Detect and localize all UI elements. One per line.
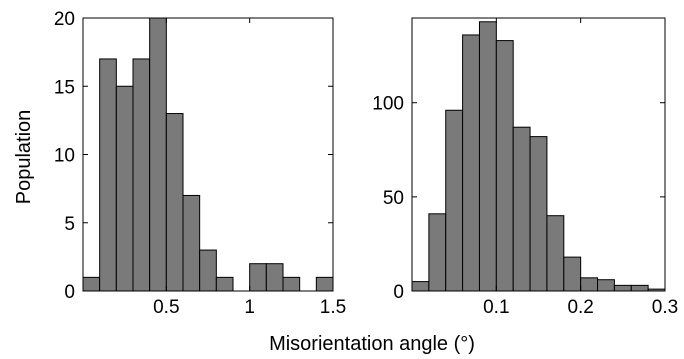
x-tick-label: 0.2 [567, 297, 593, 318]
histogram-bar-5 [478, 21, 497, 292]
histogram-bar-6 [495, 40, 514, 292]
histogram-bar-8 [199, 249, 217, 292]
x-tick-label: 1.5 [320, 297, 346, 318]
histogram-bar-9 [546, 215, 565, 292]
histogram-bar-2 [428, 213, 447, 292]
x-axis-label: Misorientation angle (°) [269, 333, 475, 355]
y-tick-label: 5 [64, 214, 75, 235]
histogram-bar-2 [99, 58, 117, 292]
y-tick-label: 0 [64, 282, 75, 303]
right-histogram: 0.1 0.2 0.3 0 50 100 [372, 17, 678, 318]
y-tick-label: 0 [393, 282, 404, 303]
histogram-bar-13 [282, 276, 301, 292]
histogram-bar-3 [445, 109, 464, 292]
x-tick-label: 1 [244, 297, 255, 318]
histogram-bar-1 [82, 276, 101, 292]
histogram-bar-9 [215, 276, 234, 292]
y-tick-label: 50 [383, 188, 404, 209]
y-tick-label: 100 [372, 94, 404, 115]
histogram-bar-6 [165, 113, 184, 292]
histogram-bar-4 [132, 58, 151, 292]
histogram-bar-15 [315, 276, 334, 292]
histogram-bar-8 [529, 136, 548, 292]
histogram-bar-7 [182, 194, 201, 292]
x-tick-label: 0.1 [483, 297, 509, 318]
histogram-bar-3 [115, 85, 134, 292]
histogram-bar-13 [613, 284, 632, 292]
histogram-bar-14 [630, 284, 649, 292]
y-tick-label: 10 [54, 146, 75, 167]
histogram-bar-11 [580, 277, 599, 292]
histogram-bar-12 [265, 263, 284, 292]
y-tick-label: 20 [54, 9, 75, 30]
histogram-bar-5 [149, 17, 167, 292]
histogram-bar-10 [563, 256, 582, 292]
plot-frame [411, 17, 666, 292]
histogram-bar-1 [411, 281, 430, 292]
histogram-bar-12 [597, 279, 615, 292]
histogram-bar-11 [249, 263, 267, 292]
x-tick-label: 0.3 [652, 297, 678, 318]
y-axis-label: Population [13, 110, 35, 205]
histogram-bar-7 [512, 126, 531, 292]
histogram-bar-4 [462, 34, 480, 292]
left-histogram: 0.5 1 1.5 0 5 10 15 20 [54, 9, 346, 318]
y-tick-label: 15 [54, 77, 75, 98]
x-tick-label: 0.5 [153, 297, 179, 318]
